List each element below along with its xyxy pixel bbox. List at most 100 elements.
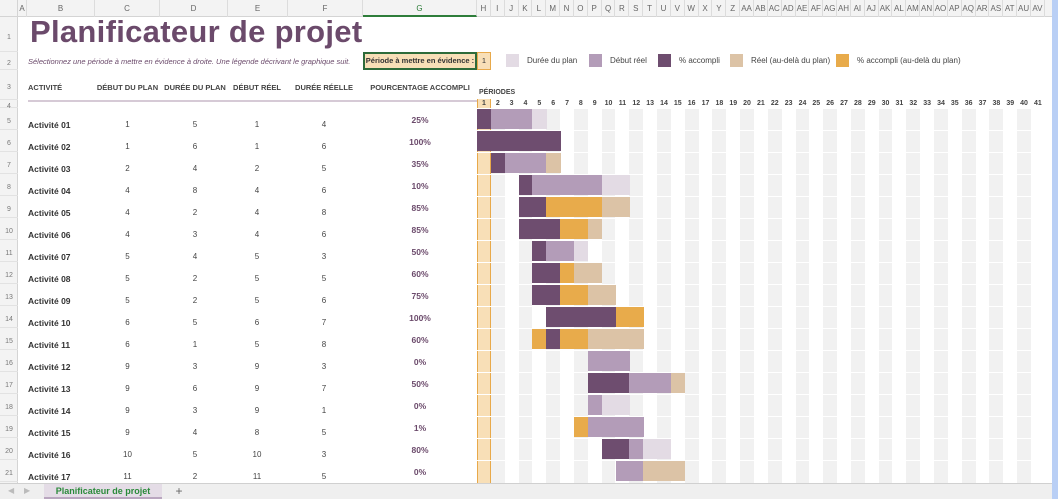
row-header-2[interactable]: 2	[0, 52, 18, 70]
period-number[interactable]: 25	[812, 100, 821, 107]
column-header-AH[interactable]: AH	[837, 0, 851, 17]
next-sheet-arrow[interactable]: ▶	[24, 486, 31, 495]
column-header-Z[interactable]: Z	[726, 0, 741, 17]
row-header-19[interactable]: 19	[0, 416, 18, 438]
column-header-X[interactable]: X	[699, 0, 713, 17]
row-header-13[interactable]: 13	[0, 284, 18, 306]
add-sheet-button[interactable]: +	[175, 484, 183, 498]
column-header-P[interactable]: P	[588, 0, 602, 17]
column-header-B[interactable]: B	[27, 0, 95, 17]
period-number[interactable]: 39	[1006, 100, 1015, 107]
column-header-C[interactable]: C	[95, 0, 160, 17]
period-number[interactable]: 35	[950, 100, 959, 107]
row-header-10[interactable]: 10	[0, 218, 18, 240]
period-number[interactable]: 37	[978, 100, 987, 107]
column-header-AQ[interactable]: AQ	[962, 0, 976, 17]
column-header-AK[interactable]: AK	[879, 0, 893, 17]
period-number[interactable]: 12	[632, 100, 641, 107]
column-header-V[interactable]: V	[671, 0, 685, 17]
column-header-AO[interactable]: AO	[934, 0, 948, 17]
period-number[interactable]: 31	[895, 100, 904, 107]
row-header-14[interactable]: 14	[0, 306, 18, 328]
row-header-3[interactable]: 3	[0, 70, 18, 100]
column-header-AI[interactable]: AI	[851, 0, 865, 17]
column-header-AE[interactable]: AE	[796, 0, 810, 17]
column-header-I[interactable]: I	[491, 0, 505, 17]
column-header-L[interactable]: L	[532, 0, 547, 17]
column-header-E[interactable]: E	[228, 0, 288, 17]
column-header-D[interactable]: D	[160, 0, 228, 17]
column-header-Q[interactable]: Q	[602, 0, 616, 17]
column-header-N[interactable]: N	[560, 0, 574, 17]
period-number[interactable]: 32	[909, 100, 918, 107]
column-header-Y[interactable]: Y	[712, 0, 727, 17]
column-header-AL[interactable]: AL	[893, 0, 907, 17]
column-header-AR[interactable]: AR	[976, 0, 990, 17]
row-header-5[interactable]: 5	[0, 108, 18, 130]
period-number[interactable]: 14	[660, 100, 668, 107]
period-number[interactable]: 19	[729, 100, 738, 107]
row-header-6[interactable]: 6	[0, 130, 18, 152]
row-header-20[interactable]: 20	[0, 438, 18, 460]
row-header-21[interactable]: 21	[0, 460, 18, 482]
period-number[interactable]: 36	[964, 100, 973, 107]
period-number[interactable]: 10	[604, 100, 613, 107]
column-header-K[interactable]: K	[519, 0, 533, 17]
sheet-tab-planificateur[interactable]: Planificateur de projet	[44, 484, 162, 499]
period-number[interactable]: 34	[937, 100, 945, 107]
period-number[interactable]: 28	[853, 100, 862, 107]
row-header-4[interactable]: 4	[0, 100, 18, 110]
column-header-AB[interactable]: AB	[754, 0, 768, 17]
column-header-T[interactable]: T	[643, 0, 658, 17]
period-number[interactable]: 17	[701, 100, 710, 107]
period-number[interactable]: 7	[565, 100, 569, 107]
period-number[interactable]: 3	[509, 100, 514, 107]
period-number[interactable]: 38	[992, 100, 1001, 107]
select-all-corner[interactable]	[0, 0, 18, 17]
period-number[interactable]: 23	[784, 100, 793, 107]
row-header-7[interactable]: 7	[0, 152, 18, 174]
column-header-AA[interactable]: AA	[740, 0, 754, 17]
period-number[interactable]: 30	[881, 100, 890, 107]
column-header-J[interactable]: J	[505, 0, 519, 17]
row-header-16[interactable]: 16	[0, 350, 18, 372]
column-header-AF[interactable]: AF	[809, 0, 824, 17]
period-number[interactable]: 22	[770, 100, 779, 107]
column-header-AU[interactable]: AU	[1017, 0, 1031, 17]
period-number[interactable]: 15	[673, 100, 682, 107]
prev-sheet-arrow[interactable]: ◀	[8, 486, 15, 495]
row-header-11[interactable]: 11	[0, 240, 18, 262]
column-header-G[interactable]: G	[363, 0, 477, 17]
column-header-AG[interactable]: AG	[823, 0, 838, 17]
period-number[interactable]: 24	[798, 100, 807, 107]
period-number[interactable]: 29	[867, 100, 876, 107]
period-number[interactable]: 33	[923, 100, 931, 107]
period-number[interactable]: 41	[1034, 100, 1042, 107]
period-number[interactable]: 4	[523, 100, 528, 107]
column-header-M[interactable]: M	[546, 0, 561, 17]
period-number[interactable]: 26	[826, 100, 835, 107]
period-number[interactable]: 9	[592, 100, 597, 107]
period-number[interactable]: 2	[495, 100, 500, 107]
column-header-AJ[interactable]: AJ	[865, 0, 879, 17]
column-header-AN[interactable]: AN	[920, 0, 935, 17]
period-number[interactable]: 11	[618, 100, 627, 107]
row-header-12[interactable]: 12	[0, 262, 18, 284]
column-header-AM[interactable]: AM	[906, 0, 921, 17]
highlight-period-input[interactable]: 1	[477, 52, 491, 70]
column-header-AT[interactable]: AT	[1003, 0, 1018, 17]
column-header-W[interactable]: W	[685, 0, 699, 17]
column-header-F[interactable]: F	[288, 0, 363, 17]
column-header-AV[interactable]: AV	[1031, 0, 1045, 17]
row-header-1[interactable]: 1	[0, 17, 18, 52]
period-number[interactable]: 21	[757, 100, 765, 107]
period-number[interactable]: 5	[537, 100, 542, 107]
column-header-AC[interactable]: AC	[768, 0, 782, 17]
row-header-18[interactable]: 18	[0, 394, 18, 416]
column-header-O[interactable]: O	[574, 0, 588, 17]
period-number[interactable]: 13	[646, 100, 654, 107]
column-header-AS[interactable]: AS	[989, 0, 1004, 17]
period-number[interactable]: 40	[1020, 100, 1028, 107]
column-header-S[interactable]: S	[629, 0, 644, 17]
row-header-9[interactable]: 9	[0, 196, 18, 218]
